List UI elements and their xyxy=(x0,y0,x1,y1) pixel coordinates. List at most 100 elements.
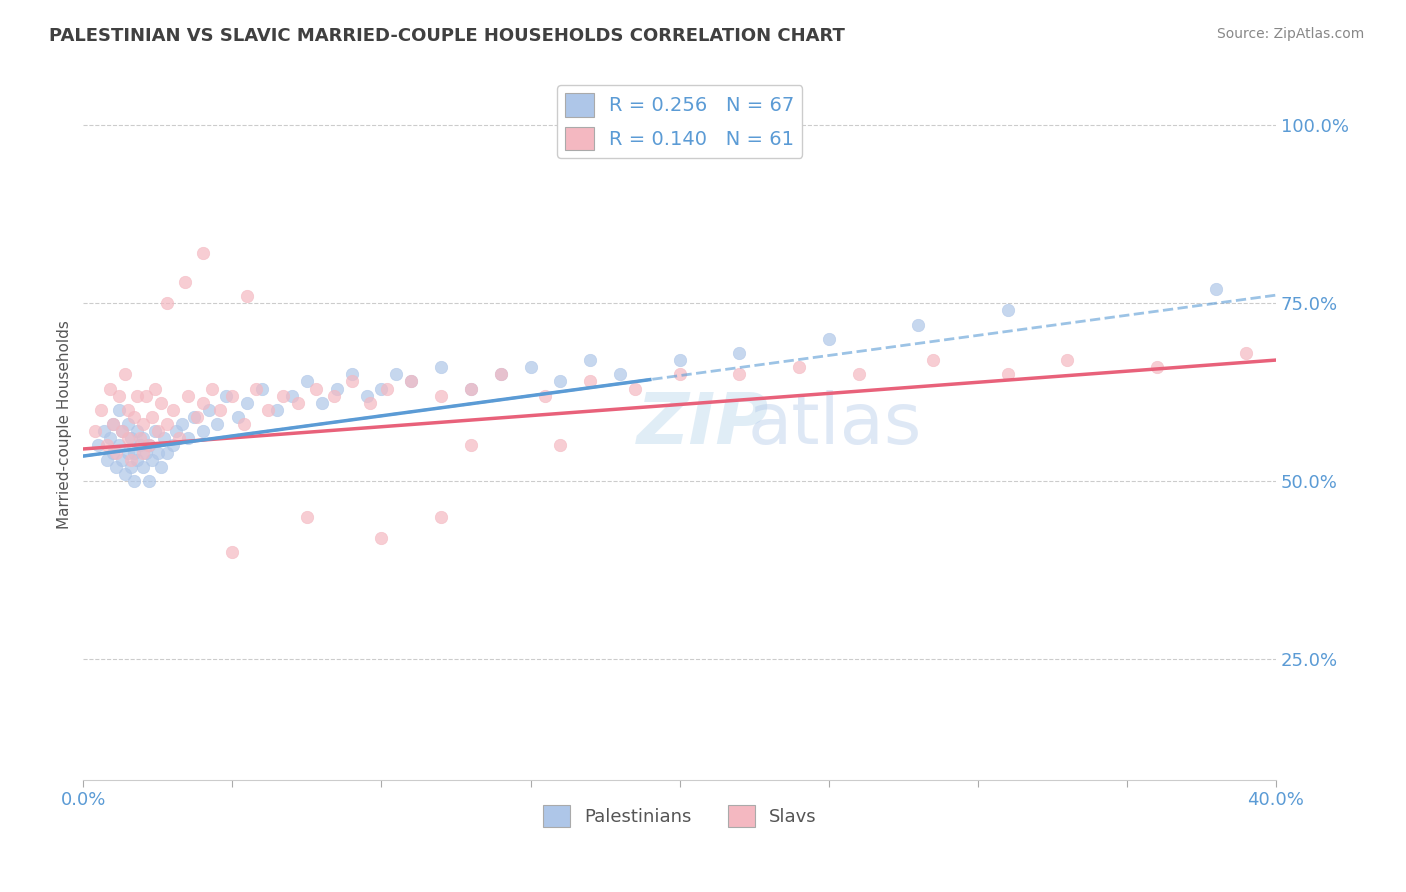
Point xyxy=(108,438,131,452)
Point xyxy=(356,389,378,403)
Point xyxy=(98,431,121,445)
Point xyxy=(156,445,179,459)
Legend: Palestinians, Slavs: Palestinians, Slavs xyxy=(536,798,824,835)
Point xyxy=(907,318,929,332)
Point xyxy=(122,409,145,424)
Point xyxy=(370,531,392,545)
Point xyxy=(519,360,541,375)
Point xyxy=(132,417,155,431)
Point xyxy=(117,417,139,431)
Point xyxy=(108,389,131,403)
Point xyxy=(111,452,134,467)
Point xyxy=(281,389,304,403)
Point xyxy=(114,368,136,382)
Point xyxy=(114,467,136,481)
Point xyxy=(120,452,142,467)
Point xyxy=(105,445,128,459)
Point xyxy=(125,424,148,438)
Point xyxy=(132,445,155,459)
Point xyxy=(90,402,112,417)
Point xyxy=(170,417,193,431)
Point xyxy=(132,431,155,445)
Point xyxy=(236,289,259,303)
Point xyxy=(668,368,690,382)
Text: PALESTINIAN VS SLAVIC MARRIED-COUPLE HOUSEHOLDS CORRELATION CHART: PALESTINIAN VS SLAVIC MARRIED-COUPLE HOU… xyxy=(49,27,845,45)
Point xyxy=(156,417,179,431)
Point xyxy=(209,402,232,417)
Text: ZIP: ZIP xyxy=(637,390,769,458)
Point xyxy=(87,438,110,452)
Point xyxy=(359,395,381,409)
Point xyxy=(141,452,163,467)
Point xyxy=(117,402,139,417)
Point xyxy=(176,389,198,403)
Point xyxy=(141,409,163,424)
Point xyxy=(221,545,243,559)
Point xyxy=(197,402,219,417)
Point xyxy=(1234,346,1257,360)
Point xyxy=(143,382,166,396)
Point xyxy=(149,459,172,474)
Point xyxy=(401,375,423,389)
Point xyxy=(149,395,172,409)
Point xyxy=(152,431,174,445)
Point xyxy=(728,368,751,382)
Point xyxy=(207,417,229,431)
Point xyxy=(98,382,121,396)
Point xyxy=(430,389,453,403)
Point xyxy=(460,438,482,452)
Point xyxy=(101,445,124,459)
Point xyxy=(221,389,243,403)
Point xyxy=(138,438,160,452)
Point xyxy=(143,424,166,438)
Point xyxy=(550,375,572,389)
Point xyxy=(165,424,187,438)
Point xyxy=(101,417,124,431)
Point xyxy=(173,275,195,289)
Point xyxy=(997,303,1019,318)
Point xyxy=(271,389,294,403)
Point xyxy=(93,424,115,438)
Point xyxy=(430,360,453,375)
Point xyxy=(579,353,602,368)
Point xyxy=(132,459,155,474)
Point xyxy=(266,402,288,417)
Point xyxy=(817,332,839,346)
Point xyxy=(162,438,184,452)
Point xyxy=(105,459,128,474)
Point xyxy=(377,382,399,396)
Point xyxy=(125,452,148,467)
Point xyxy=(215,389,238,403)
Text: Source: ZipAtlas.com: Source: ZipAtlas.com xyxy=(1216,27,1364,41)
Point xyxy=(146,424,169,438)
Point xyxy=(129,431,152,445)
Point xyxy=(579,375,602,389)
Point xyxy=(191,395,214,409)
Point xyxy=(108,402,131,417)
Point xyxy=(609,368,631,382)
Point xyxy=(287,395,309,409)
Point xyxy=(1056,353,1078,368)
Point xyxy=(191,424,214,438)
Point xyxy=(135,445,157,459)
Point xyxy=(489,368,512,382)
Point xyxy=(370,382,392,396)
Point xyxy=(96,438,118,452)
Point xyxy=(162,402,184,417)
Point xyxy=(111,424,134,438)
Text: atlas: atlas xyxy=(748,390,922,458)
Point xyxy=(138,438,160,452)
Point xyxy=(117,431,139,445)
Point xyxy=(250,382,273,396)
Point xyxy=(233,417,256,431)
Point xyxy=(340,375,363,389)
Point xyxy=(236,395,259,409)
Point xyxy=(295,375,318,389)
Point xyxy=(96,452,118,467)
Point xyxy=(101,417,124,431)
Point xyxy=(1146,360,1168,375)
Point xyxy=(257,402,280,417)
Point xyxy=(997,368,1019,382)
Point xyxy=(305,382,328,396)
Point xyxy=(340,368,363,382)
